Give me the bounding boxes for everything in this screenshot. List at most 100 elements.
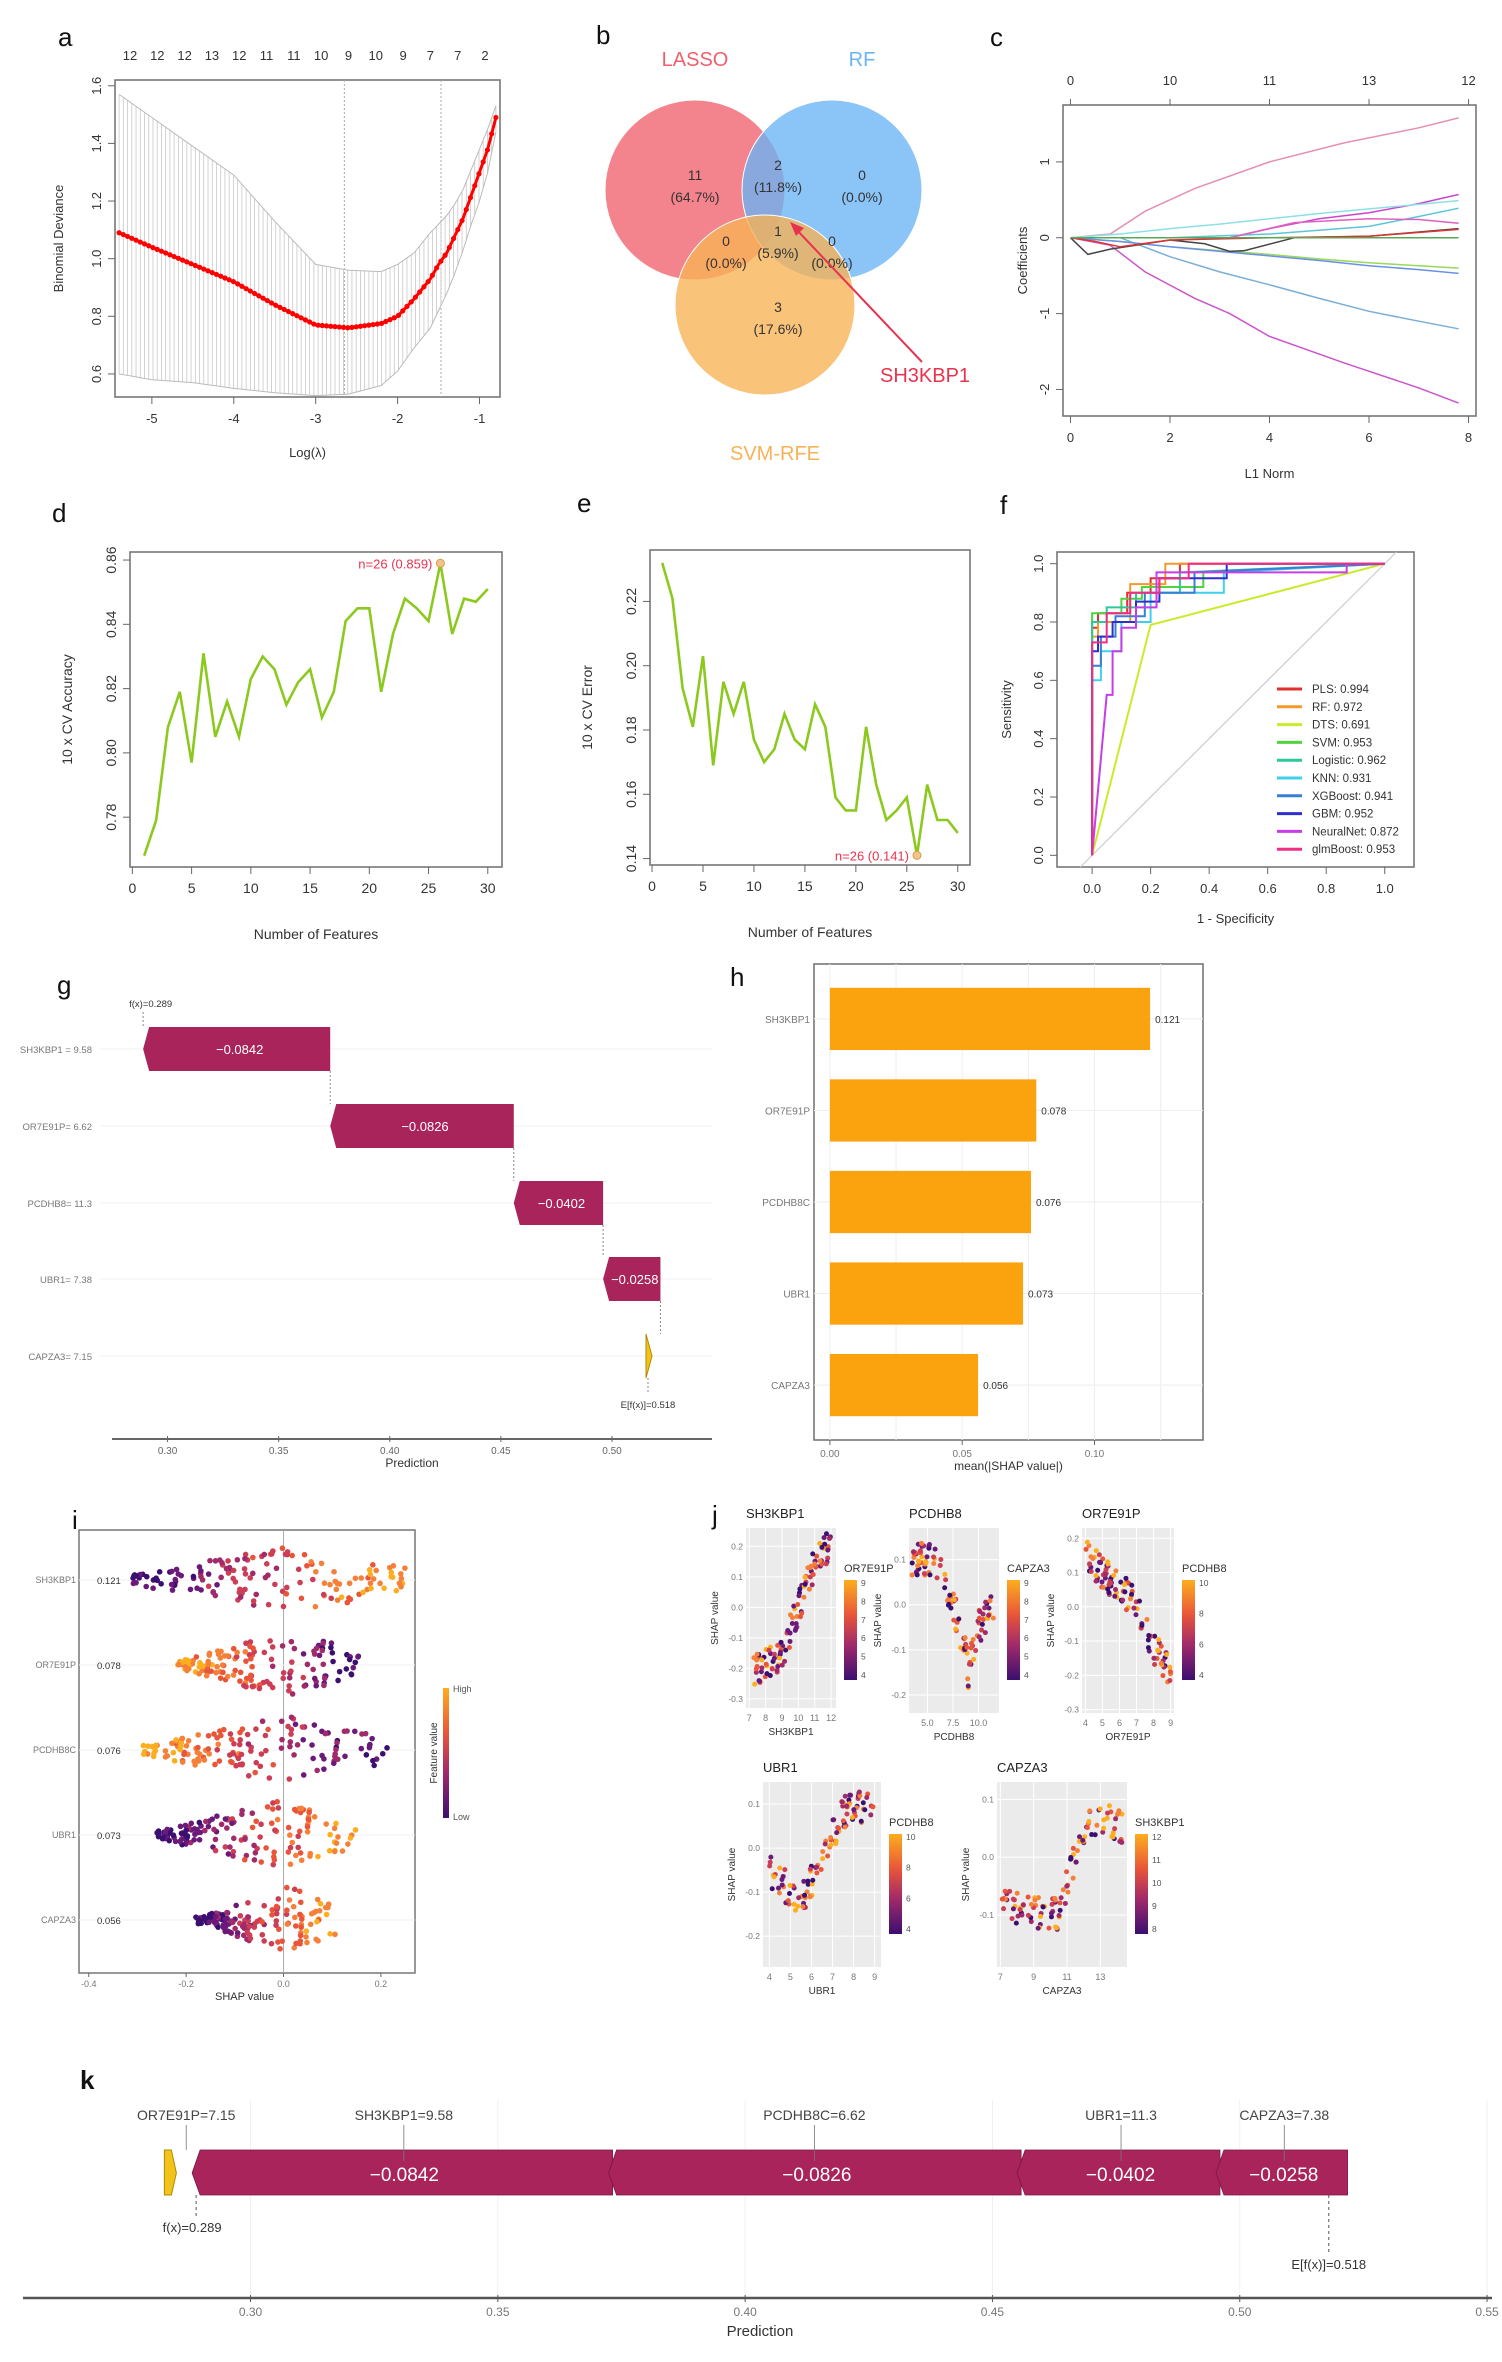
chart-h-shap-bar: SH3KBP1 0.121 OR7E91P 0.078 PCDHB8C 0.076 UBR1… [762, 963, 1204, 1473]
dependence-point [818, 1867, 824, 1873]
shap-point [246, 1923, 253, 1930]
colorbar-tick: 11 [1152, 1855, 1161, 1865]
y-axis-label: Coefficients [1015, 226, 1030, 294]
dependence-point [962, 1635, 968, 1641]
shap-point [297, 1579, 303, 1586]
shap-point [236, 1741, 243, 1748]
shap-point [297, 1932, 304, 1939]
shap-point [185, 1658, 192, 1664]
shap-point [253, 1818, 259, 1825]
shap-point [198, 1568, 204, 1574]
dependence-point [801, 1594, 807, 1600]
shap-point [325, 1904, 331, 1911]
shap-point [256, 1685, 263, 1692]
dependence-point [1133, 1612, 1139, 1618]
shap-point [308, 1559, 314, 1565]
dependence-point [1013, 1920, 1019, 1926]
waterfall-value: −0.0826 [401, 1119, 448, 1134]
dependence-point [1119, 1839, 1125, 1845]
dependence-point [1097, 1559, 1103, 1565]
shap-point [243, 1658, 249, 1664]
venn-region-count: 3 [774, 299, 782, 315]
shap-point [155, 1833, 162, 1840]
shap-point [197, 1920, 204, 1926]
shap-point [298, 1916, 305, 1922]
shap-point [201, 1827, 208, 1834]
dependence-point [1112, 1826, 1118, 1832]
shap-point [270, 1800, 276, 1806]
shap-point [341, 1728, 348, 1735]
top-axis-label: 7 [454, 48, 461, 63]
panel-label-h: h [730, 962, 745, 992]
x-tick-label: 7.5 [947, 1718, 960, 1728]
panel-label-j: j [712, 1500, 718, 1530]
dependence-point [864, 1794, 870, 1800]
shap-point [211, 1919, 218, 1925]
legend-label: RF: 0.972 [1312, 702, 1363, 714]
y-tick-label: 0.1 [982, 1794, 994, 1804]
y-tick-label: 0 [1037, 234, 1052, 241]
shap-point [133, 1579, 139, 1586]
shap-point [279, 1736, 285, 1743]
shap-point [233, 1902, 239, 1909]
dependence-point [786, 1644, 792, 1650]
dependence-point [775, 1663, 781, 1669]
y-tick-label: 0.82 [103, 675, 119, 702]
shap-point [369, 1735, 375, 1742]
shap-point [219, 1911, 226, 1918]
force-segment-negative [1016, 2149, 1221, 2196]
dependence-point [806, 1586, 812, 1592]
shap-point [351, 1728, 358, 1735]
mean-abs-label: 0.076 [97, 1746, 121, 1757]
shap-point [242, 1586, 248, 1593]
dependence-point [802, 1581, 808, 1587]
dependence-point [1001, 1906, 1007, 1912]
colorbar [1135, 1834, 1148, 1934]
colorbar-tick: 12 [1152, 1832, 1162, 1842]
efx-label: E[f(x)]=0.518 [621, 1400, 676, 1411]
roc-curve [1091, 562, 1385, 856]
dependence-point [791, 1901, 797, 1907]
shap-point [363, 1752, 370, 1758]
dependence-point [909, 1560, 915, 1566]
x-tick-label: 5 [1100, 1718, 1105, 1728]
shap-point [221, 1653, 228, 1659]
dependence-point [787, 1882, 793, 1888]
dependence-point [858, 1818, 864, 1824]
dependence-point [844, 1803, 850, 1809]
shap-point [343, 1666, 350, 1672]
x-tick-label: 25 [421, 880, 437, 896]
coef-path [1070, 228, 1459, 248]
shap-point [359, 1731, 365, 1737]
shap-point [291, 1914, 298, 1921]
x-tick-label: 6 [1117, 1718, 1122, 1728]
colorbar-low: Low [453, 1812, 470, 1822]
legend-label: SVM: 0.953 [1312, 737, 1372, 749]
shap-point [182, 1664, 189, 1670]
colorbar-tick: 9 [1152, 1901, 1157, 1911]
panel-label-b: b [596, 20, 611, 50]
shap-point [177, 1838, 183, 1845]
shap-point [227, 1844, 233, 1850]
dependence-point [1002, 1888, 1008, 1894]
top-axis-label: 10 [1163, 73, 1177, 88]
shap-point [250, 1554, 256, 1561]
shap-point [272, 1827, 278, 1833]
dependence-point [1093, 1578, 1099, 1584]
shap-point [242, 1555, 248, 1562]
x-axis-label: Prediction [385, 1456, 438, 1470]
shap-point [314, 1918, 320, 1925]
plot-frame [129, 551, 503, 868]
shap-point [193, 1654, 200, 1660]
shap-point [283, 1884, 290, 1891]
shap-point [155, 1828, 162, 1834]
shap-point [269, 1806, 276, 1812]
shap-point [243, 1675, 250, 1682]
y-axis-label: SHAP value [710, 1591, 721, 1645]
dependence-point [1007, 1888, 1013, 1894]
dependence-point [990, 1615, 996, 1621]
shap-point [342, 1753, 348, 1760]
shap-point [248, 1748, 254, 1754]
category-label: PCDHB8C [762, 1198, 810, 1209]
shap-point [230, 1645, 237, 1652]
